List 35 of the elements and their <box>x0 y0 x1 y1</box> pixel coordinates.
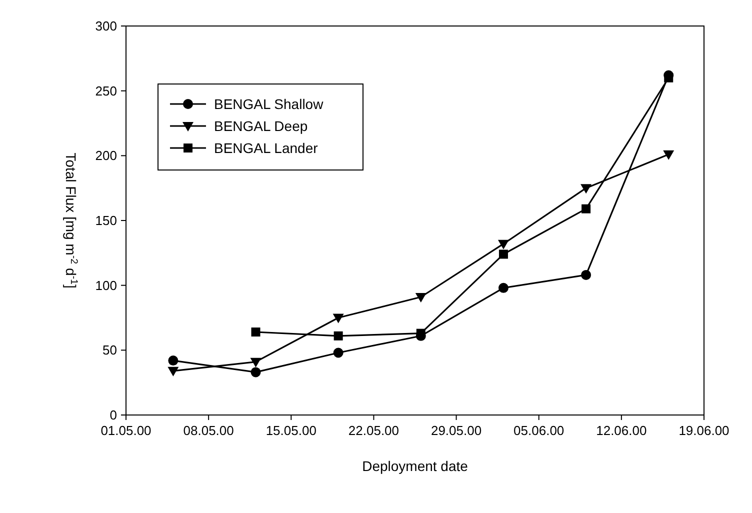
x-tick-label: 01.05.00 <box>100 423 152 438</box>
y-tick-label: 300 <box>95 18 117 34</box>
y-tick-label: 250 <box>95 83 117 98</box>
y-tick-label: 150 <box>95 213 117 228</box>
legend-label: BENGAL Shallow <box>214 96 324 112</box>
x-tick-label: 15.05.00 <box>266 423 316 438</box>
x-tick-label: 08.05.00 <box>183 423 234 438</box>
y-tick-label: 0 <box>110 408 117 422</box>
point <box>251 328 260 337</box>
point <box>581 270 592 280</box>
point <box>498 250 508 259</box>
legend-label: BENGAL Lander <box>214 140 318 156</box>
point <box>663 150 674 160</box>
x-tick-label: 12.06.00 <box>596 423 647 438</box>
point <box>334 331 343 340</box>
x-tick-label: 05.06.00 <box>514 423 564 438</box>
y-tick-label: 50 <box>102 342 117 358</box>
y-tick-label: 100 <box>95 278 117 293</box>
point <box>332 314 344 324</box>
point <box>415 293 426 303</box>
point <box>498 282 508 293</box>
y-tick-label: 200 <box>95 148 117 164</box>
point <box>498 240 509 250</box>
point <box>168 356 178 366</box>
x-tick-label: 19.06.00 <box>678 423 730 438</box>
x-tick-label: 29.05.00 <box>430 423 482 438</box>
x-axis-title: Deployment date <box>362 458 468 474</box>
point <box>168 366 179 376</box>
point <box>250 358 262 368</box>
legend-label: BENGAL Deep <box>214 118 308 134</box>
point <box>250 367 261 378</box>
point <box>582 204 591 214</box>
point <box>333 348 344 358</box>
x-tick-label: 22.05.00 <box>348 423 400 438</box>
point <box>580 184 592 194</box>
